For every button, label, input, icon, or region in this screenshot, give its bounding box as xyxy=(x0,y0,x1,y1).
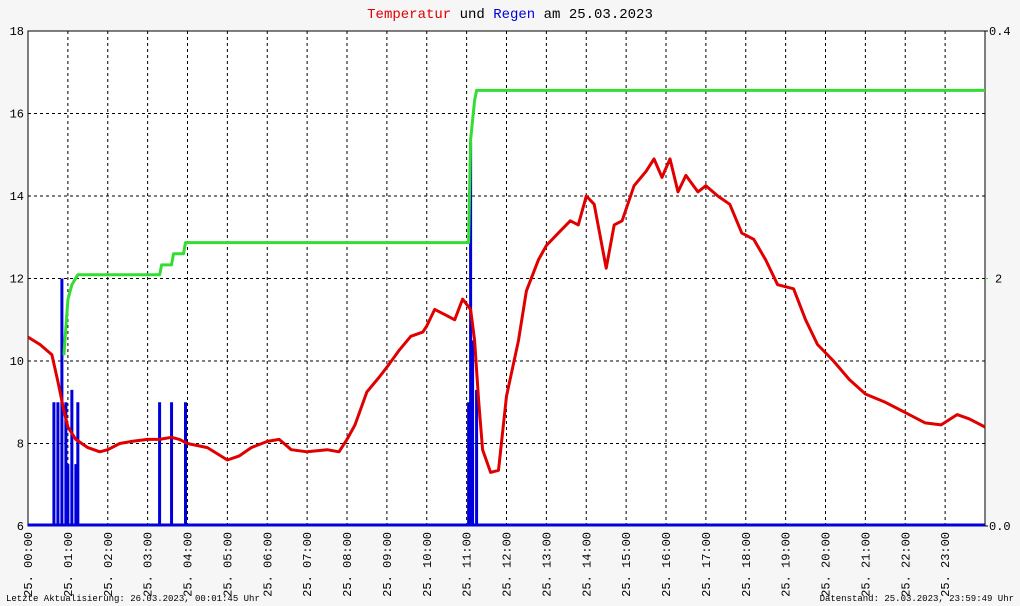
rain-bar xyxy=(64,402,68,526)
x-tick-label: 25. 09:00 xyxy=(381,532,395,597)
x-tick-label: 25. 02:00 xyxy=(102,532,116,597)
y2-tick-label: 0.0 xyxy=(989,520,1011,534)
x-tick-label: 25. 08:00 xyxy=(341,532,355,597)
rain-bar xyxy=(52,402,56,526)
rain-bar xyxy=(76,402,80,526)
rain-bar xyxy=(467,402,471,526)
y-tick-label: 6 xyxy=(17,520,24,534)
x-tick-label: 25. 11:00 xyxy=(461,532,475,597)
x-tick-label: 25. 13:00 xyxy=(540,532,554,597)
x-tick-label: 25. 22:00 xyxy=(899,532,913,597)
title-part: am 25.03.2023 xyxy=(544,7,653,23)
series-line xyxy=(62,88,985,356)
x-tick-label: 25. 15:00 xyxy=(620,532,634,597)
rain-bar xyxy=(475,389,479,526)
x-tick-label: 25. 17:00 xyxy=(700,532,714,597)
y3-tick-label: 2 xyxy=(995,273,1002,287)
title-part: und xyxy=(460,7,485,23)
y-tick-label: 16 xyxy=(10,108,24,122)
x-tick-label: 25. 16:00 xyxy=(660,532,674,597)
x-tick-label: 25. 23:00 xyxy=(939,532,953,597)
y-tick-label: 12 xyxy=(10,273,24,287)
rain-bar xyxy=(56,402,60,526)
y-tick-label: 18 xyxy=(10,25,24,39)
rain-bar xyxy=(70,389,74,526)
rain-bar xyxy=(170,402,174,526)
x-tick-label: 25. 04:00 xyxy=(182,532,196,597)
x-tick-label: 25. 19:00 xyxy=(780,532,794,597)
x-tick-label: 25. 07:00 xyxy=(301,532,315,597)
x-tick-label: 25. 20:00 xyxy=(820,532,834,597)
rain-bar xyxy=(184,402,188,526)
chart-title: Temperatur und Regen am 25.03.2023 xyxy=(367,7,653,23)
y-tick-label: 10 xyxy=(10,355,24,369)
y-tick-label: 14 xyxy=(10,190,24,204)
y-tick-label: 8 xyxy=(17,438,24,452)
rain-bar xyxy=(66,464,70,526)
rain-bar xyxy=(471,340,475,526)
x-tick-label: 25. 00:00 xyxy=(22,532,36,597)
title-part: Temperatur xyxy=(367,7,451,23)
x-tick-label: 25. 21:00 xyxy=(859,532,873,597)
x-tick-label: 25. 03:00 xyxy=(142,532,156,597)
rain-bar xyxy=(158,402,162,526)
title-part: Regen xyxy=(493,7,535,23)
rain-bar xyxy=(469,142,473,526)
x-tick-label: 25. 18:00 xyxy=(740,532,754,597)
footer-right: Datenstand: 25.03.2023, 23:59:49 Uhr xyxy=(820,594,1014,604)
series-line xyxy=(27,157,986,474)
x-tick-label: 25. 14:00 xyxy=(580,532,594,597)
footer-left: Letzte Aktualisierung: 26.03.2023, 00:01… xyxy=(6,594,260,604)
y2-tick-label: 0.4 xyxy=(989,25,1011,39)
x-tick-label: 25. 01:00 xyxy=(62,532,76,597)
x-tick-label: 25. 10:00 xyxy=(421,532,435,597)
rain-bar xyxy=(74,464,78,526)
x-tick-label: 25. 12:00 xyxy=(501,532,515,597)
x-tick-label: 25. 06:00 xyxy=(261,532,275,597)
x-tick-label: 25. 05:00 xyxy=(221,532,235,597)
